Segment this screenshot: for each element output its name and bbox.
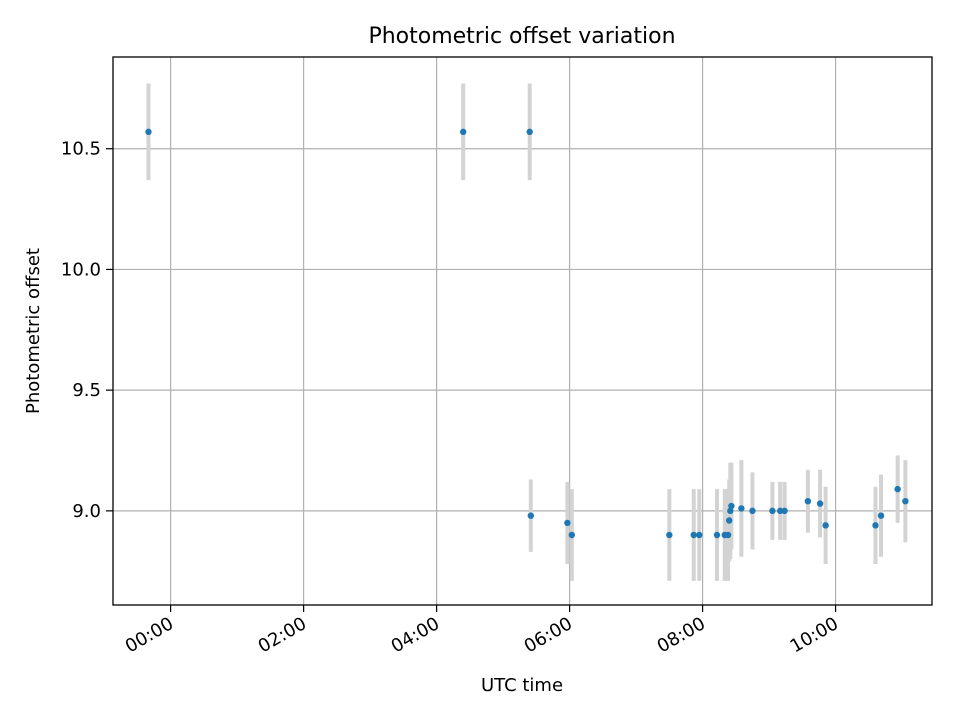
data-point — [781, 507, 788, 515]
data-point — [728, 502, 735, 510]
plot-frame — [112, 56, 933, 606]
data-point — [776, 507, 784, 515]
data-point — [727, 507, 734, 515]
data-point — [564, 519, 571, 527]
data-point — [804, 497, 812, 505]
data-point — [666, 531, 673, 539]
y-tick-label: 9.0 — [72, 501, 101, 522]
y-tick-label: 10.5 — [61, 139, 101, 160]
data-point — [526, 128, 533, 136]
data-point — [738, 505, 745, 512]
data-point — [822, 522, 829, 529]
data-point — [713, 531, 721, 539]
data-point — [749, 507, 756, 515]
data-point — [460, 128, 467, 136]
data-points — [145, 128, 909, 539]
data-point — [724, 531, 732, 539]
data-point — [145, 128, 152, 136]
y-axis-label: Photometric offset — [23, 248, 44, 414]
data-point — [568, 531, 576, 539]
x-axis-label: UTC time — [481, 675, 563, 696]
data-point — [725, 517, 733, 524]
chart-title: Photometric offset variation — [368, 24, 675, 49]
data-point — [769, 507, 776, 515]
data-point — [690, 531, 697, 539]
data-point — [894, 485, 901, 493]
y-tick-label: 9.5 — [72, 380, 101, 401]
grid — [113, 57, 932, 605]
data-point — [877, 512, 885, 519]
data-point — [816, 500, 824, 507]
data-point — [696, 531, 703, 539]
data-point — [872, 522, 879, 529]
y-axis-ticks: 9.0 9.5 10.0 10.5 — [61, 139, 113, 522]
data-point — [527, 512, 535, 519]
y-tick-label: 10.0 — [61, 259, 101, 280]
data-point — [902, 497, 909, 505]
